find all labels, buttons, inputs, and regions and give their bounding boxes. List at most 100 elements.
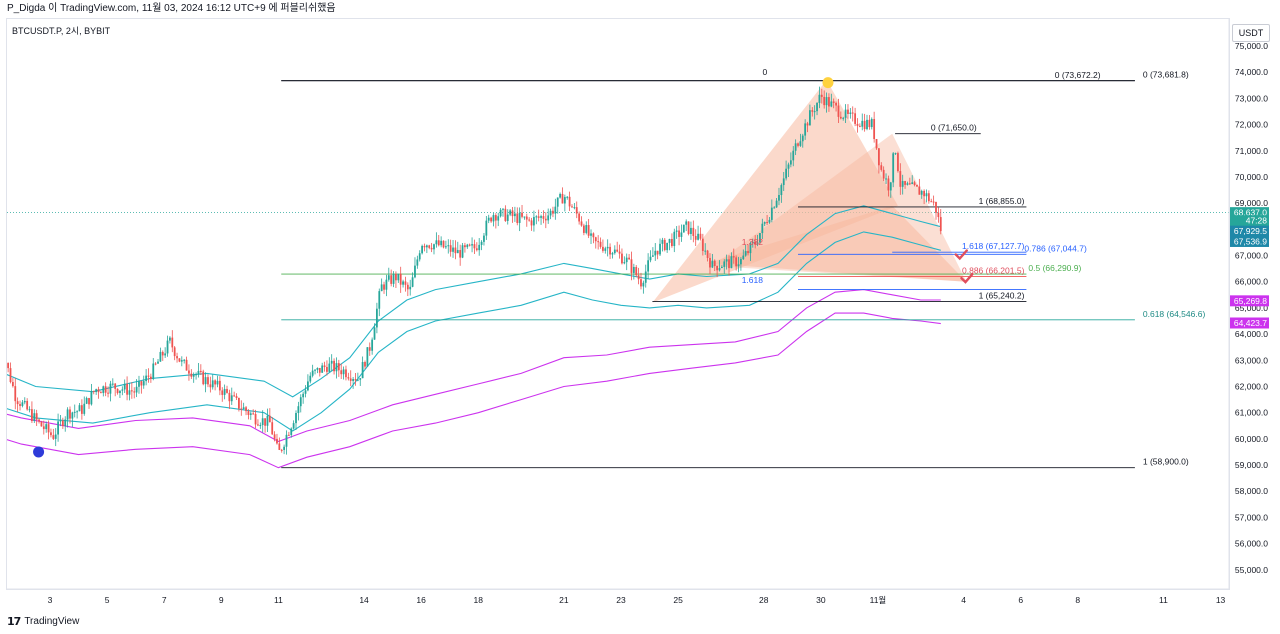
- fib-label-3: 1 (68,855.0): [979, 196, 1025, 206]
- candle-body: [147, 375, 150, 377]
- candle-body: [599, 241, 602, 247]
- candle-body: [31, 409, 33, 422]
- candle-body: [228, 392, 231, 402]
- candle-body: [485, 220, 488, 236]
- candle-body: [621, 253, 623, 264]
- candle-body: [97, 389, 100, 393]
- candle-body: [321, 365, 324, 373]
- candle-body: [618, 251, 621, 254]
- candle-body: [640, 279, 642, 287]
- candle-body: [287, 434, 290, 436]
- candle-body: [271, 422, 274, 435]
- candle-body: [316, 367, 319, 370]
- candle-body: [587, 225, 590, 236]
- candle-body: [459, 250, 462, 258]
- candle-body: [454, 247, 457, 254]
- currency-button[interactable]: USDT: [1232, 24, 1270, 42]
- candle-body: [628, 257, 630, 260]
- candle-body: [863, 120, 866, 130]
- candle-body: [157, 361, 159, 364]
- candle-body: [480, 241, 483, 245]
- candle-body: [704, 250, 707, 252]
- candle-body: [311, 370, 314, 376]
- candle-body: [418, 253, 421, 260]
- candle-body: [297, 406, 300, 414]
- y-tick-label: 71,000.0: [1235, 146, 1268, 156]
- candle-body: [399, 273, 402, 285]
- candle-body: [744, 251, 747, 256]
- candle-body: [149, 376, 152, 379]
- candle-body: [249, 413, 252, 415]
- plot-layer: [7, 77, 1229, 469]
- candle-body: [490, 217, 492, 222]
- candle-body: [528, 219, 531, 221]
- candle-body: [549, 210, 552, 216]
- candle-body: [71, 412, 74, 419]
- candle-body: [183, 359, 186, 361]
- candle-body: [221, 390, 224, 395]
- tradingview-footer[interactable]: 𝟭𝟳 TradingView: [7, 615, 79, 628]
- candle-body: [54, 434, 57, 439]
- candle-body: [889, 182, 892, 191]
- x-tick-label: 18: [474, 595, 484, 605]
- candle-body: [533, 217, 535, 226]
- candle-body: [644, 271, 647, 283]
- candle-body: [76, 411, 79, 413]
- candle-body: [804, 123, 807, 136]
- candle-body: [875, 139, 878, 149]
- candle-body: [240, 408, 243, 410]
- candle-body: [563, 197, 566, 204]
- candle-body: [535, 216, 538, 218]
- fib-label-6: 0.5 (66,290.9): [1028, 263, 1081, 273]
- symbol-label: BTCUSDT.P, 2시, BYBIT: [12, 26, 111, 36]
- candle-body: [254, 413, 257, 425]
- candle-body: [409, 286, 412, 290]
- candle-body: [554, 206, 557, 214]
- candle-body: [119, 390, 121, 394]
- price-tag-label: 67,536.9: [1234, 236, 1267, 246]
- candle-body: [100, 392, 102, 394]
- candle-body: [61, 420, 64, 426]
- candle-body: [159, 351, 162, 362]
- candle-body: [33, 413, 36, 422]
- candle-body: [340, 370, 343, 375]
- x-tick-label: 11월: [870, 595, 887, 605]
- candle-body: [590, 233, 592, 236]
- candle-body: [349, 378, 352, 381]
- candle-body: [216, 380, 219, 385]
- candle-body: [521, 212, 523, 217]
- candle-body: [797, 143, 799, 146]
- candle-body: [126, 383, 128, 395]
- candle-body: [73, 411, 76, 413]
- candle-body: [759, 233, 761, 243]
- candle-body: [195, 374, 197, 376]
- candle-body: [828, 97, 830, 107]
- candle-body: [202, 371, 205, 385]
- publish-caption: P_Digda 이 TradingView.com, 11월 03, 2024 …: [7, 3, 336, 14]
- candle-body: [414, 265, 416, 278]
- candle-body: [442, 240, 445, 248]
- candle-body: [939, 217, 942, 232]
- candle-body: [799, 141, 802, 146]
- candle-body: [861, 120, 864, 127]
- candle-body: [209, 384, 212, 388]
- y-tick-label: 75,000.0: [1235, 41, 1268, 51]
- candle-body: [927, 193, 930, 202]
- candle-body: [304, 390, 307, 394]
- candle-body: [637, 275, 640, 280]
- candle-body: [606, 246, 609, 249]
- candle-body: [116, 388, 119, 394]
- candle-body: [820, 94, 823, 97]
- check-icon: [960, 272, 974, 284]
- candle-body: [699, 233, 702, 239]
- price-tag: [1230, 215, 1269, 227]
- candle-body: [770, 207, 773, 220]
- x-tick-label: 23: [616, 595, 626, 605]
- candle-body: [264, 418, 266, 426]
- candle-body: [935, 201, 937, 213]
- candle-body: [416, 259, 419, 266]
- candle-body: [283, 446, 286, 450]
- candle-body: [685, 221, 688, 225]
- candle-body: [45, 424, 48, 430]
